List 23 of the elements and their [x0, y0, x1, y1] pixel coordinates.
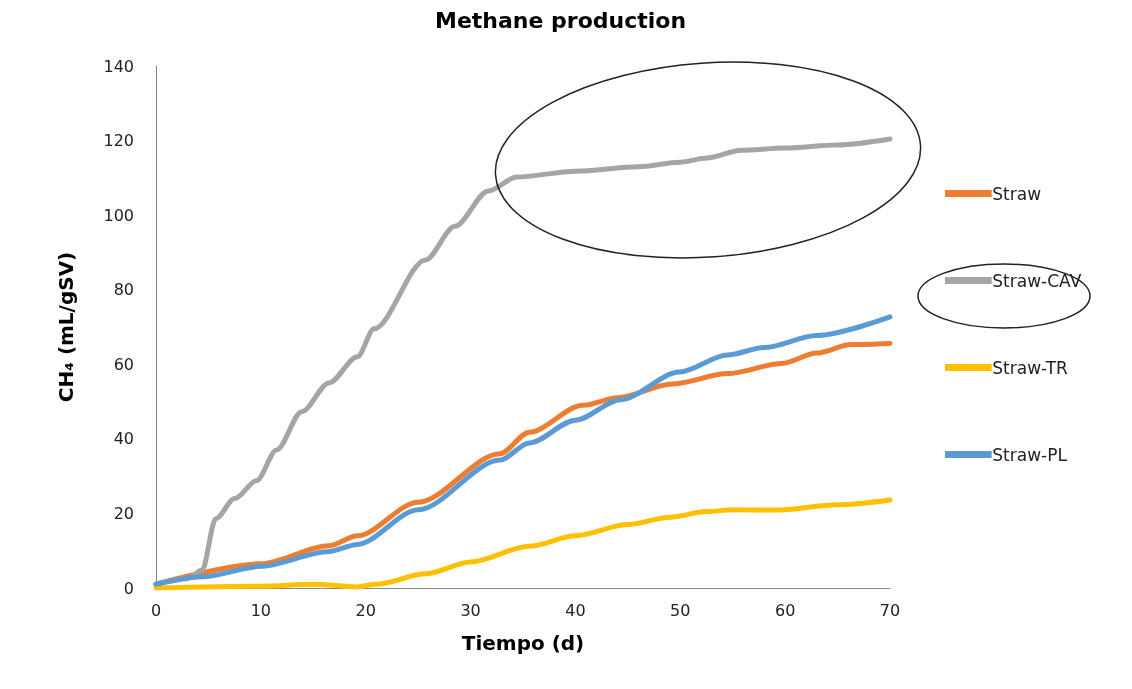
x-tick-label: 10	[250, 600, 272, 620]
legend-label: Straw-TR	[992, 357, 1069, 378]
legend-label: Straw-CAV	[992, 270, 1082, 291]
y-tick-label: 140	[103, 56, 134, 76]
x-tick-label: 40	[565, 600, 586, 620]
legend-label: Straw	[992, 183, 1042, 204]
x-tick-label: 20	[355, 600, 376, 620]
legend-label: Straw-PL	[992, 444, 1068, 465]
x-axis-title: Tiempo (d)	[461, 631, 585, 655]
x-tick-label: 60	[774, 600, 796, 620]
y-tick-label: 40	[113, 429, 134, 449]
x-tick-label: 30	[460, 600, 481, 620]
chart-title: Methane production	[435, 7, 687, 33]
y-tick-label: 0	[123, 578, 134, 598]
x-tick-label: 0	[150, 600, 162, 620]
y-tick-label: 60	[113, 354, 134, 374]
x-tick-label: 50	[670, 600, 691, 620]
y-axis-title: CH₄ (mL/gSV)	[54, 251, 78, 403]
y-tick-label: 100	[103, 205, 134, 225]
x-tick-label: 70	[879, 600, 901, 620]
y-tick-label: 120	[103, 131, 134, 151]
y-tick-label: 20	[113, 503, 134, 523]
y-tick-label: 80	[113, 280, 134, 300]
